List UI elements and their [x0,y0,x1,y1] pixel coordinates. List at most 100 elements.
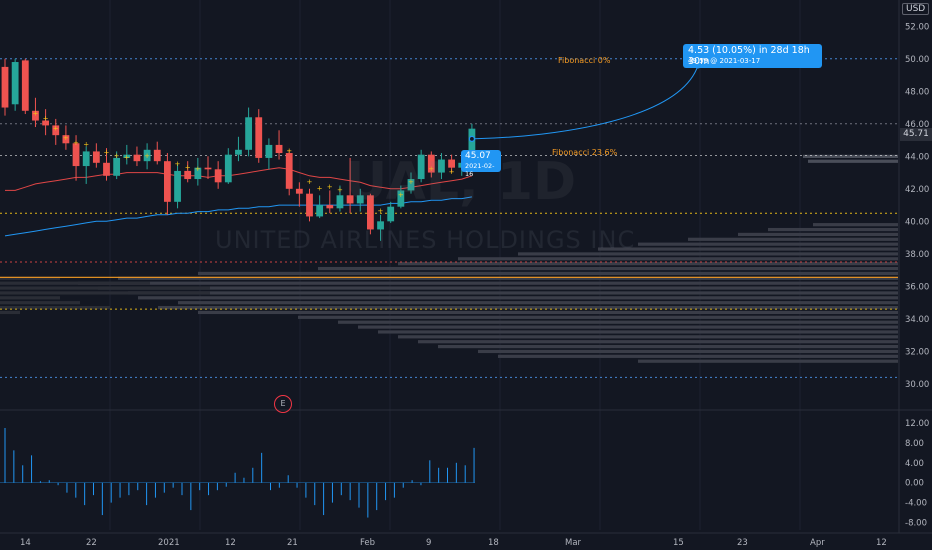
price-tick-label: 50.00 [905,55,929,65]
volume-profile-row [638,359,898,363]
last-price-tag: 45.71 [900,128,932,141]
price-tick-label: 48.00 [905,87,929,97]
volume-profile-row [78,281,898,285]
levels [0,58,898,378]
earnings-marker[interactable]: E [274,395,292,413]
volume-profile-row [808,159,898,163]
price-tick-label: 52.00 [905,22,929,32]
volume-profile-row [178,301,898,305]
time-tick-label: 22 [86,538,97,548]
candle-body [245,117,252,150]
candles [1,58,476,241]
oscillator-tick-label: 12.00 [905,419,929,429]
start-date: 2021-02-16 [465,162,495,178]
volume-profile-row [118,276,898,280]
candle-body [92,151,100,163]
left-profile-row [0,276,60,280]
projection-start-point [468,135,475,143]
volume-profile-row [813,223,898,227]
signal-dot: + [43,115,49,123]
candle-body [194,167,202,180]
left-profile-row [0,310,20,315]
signal-dot: + [104,149,110,157]
signal-dot: + [398,191,404,199]
time-tick-label: 18 [488,538,499,548]
candle-body [133,154,141,162]
left-profile-row [0,301,80,305]
time-tick-label: Mar [565,538,582,548]
candle-body [397,190,405,207]
candle-body [448,159,455,168]
candle-body [103,162,110,176]
volume-profile-row [298,315,898,319]
candle-body [326,205,334,209]
candle-body [224,154,232,183]
left-profile-row [0,296,60,300]
signal-dot: + [124,154,130,162]
candle-body [143,149,151,162]
candle-body [427,154,435,173]
candle-body [62,135,70,144]
volume-profile-row [378,330,898,334]
ma-fast-line [5,167,473,191]
volume-profile-row [458,257,898,261]
candle-body [52,125,60,136]
volume-profile-row [518,252,898,256]
volume-profile-row [438,344,898,349]
volume-profile-row [478,349,898,354]
candle-body [367,195,374,230]
candle-body [82,151,90,167]
candle-body [32,110,39,121]
volume-profile [78,154,898,363]
volume-profile-row [598,247,898,251]
projection-start-label[interactable]: 45.07 2021-02-16 [461,150,501,178]
time-tick-label: 9 [426,538,431,548]
volume-profile-row [398,262,898,266]
volume-profile-row [418,340,898,344]
start-price: 45.07 [465,151,491,161]
volume-profile-row [318,266,898,271]
candle-body [184,170,192,180]
signal-dot: + [307,178,313,186]
candle-body [235,149,242,155]
candle-body [417,154,425,180]
signal-dots: + + + + + + + + + + + + + + + + + + + + + + + [32,110,454,216]
candle-body [153,149,161,162]
time-tick-label: 12 [876,538,887,548]
price-tick-label: 42.00 [905,185,929,195]
candle-body [11,62,19,105]
signal-dot: + [449,168,455,176]
time-axis: 14 22 2021 12 21 Feb 9 18 Mar 15 23 Apr 12 [20,538,887,548]
price-tick-label: 40.00 [905,217,929,227]
candle-body [72,143,80,167]
signal-dot: + [378,207,384,215]
candle-body [265,144,273,158]
volume-profile-row [338,320,898,324]
candle-body [21,60,29,111]
projection-target: 49.59 @ 2021-03-17 [688,57,761,65]
price-tick-label: 38.00 [905,250,929,260]
signal-dot: + [32,110,38,118]
time-tick-label: 23 [737,538,748,548]
price-tick-label: 30.00 [905,380,929,390]
left-profile-row [0,291,210,295]
volume-profile-row [498,354,898,358]
fib-0-label: Fibonacci 0% [558,56,611,65]
time-tick-label: 14 [20,538,31,548]
volume-profile-row [398,335,898,339]
projection-label[interactable]: 4.53 (10.05%) in 28d 18h 30m 49.59 @ 202… [683,44,822,68]
time-tick-label: Apr [810,538,825,548]
signal-dot: + [114,152,120,160]
candle-body [306,193,313,217]
signal-dot: + [185,163,191,171]
volume-profile-row [638,242,898,246]
ma-slow-line [4,196,472,237]
volume-profile-row [98,286,898,290]
currency-label[interactable]: USD [902,3,930,15]
candle-body [377,221,384,230]
left-profile [0,276,210,315]
projection-change: 4.53 (10.05%) in 28d 18h 30m [688,45,810,67]
signal-dot: + [53,124,59,132]
time-tick-label: Feb [360,538,375,548]
